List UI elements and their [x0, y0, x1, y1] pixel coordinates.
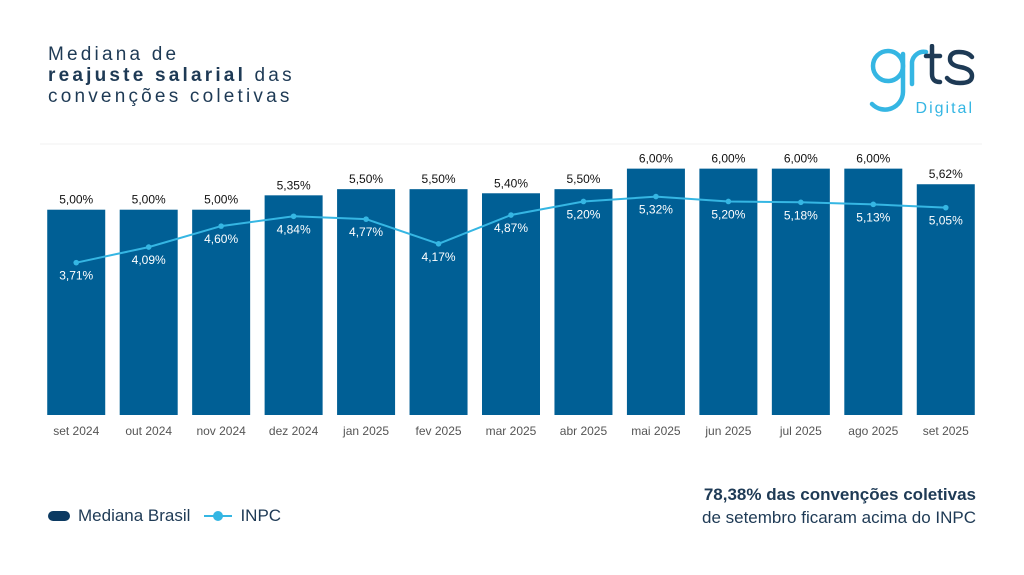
bar-value-label: 5,00% [132, 193, 166, 207]
bar-value-label: 6,00% [711, 152, 745, 166]
inpc-point [218, 223, 224, 229]
inpc-value-label: 5,20% [566, 207, 600, 221]
inpc-point [73, 259, 80, 266]
bar [916, 184, 975, 415]
grts-logo: Digital [866, 44, 976, 128]
inpc-point [580, 198, 587, 205]
bar-value-label: 5,00% [59, 193, 93, 207]
inpc-value-label: 5,20% [711, 207, 745, 221]
inpc-point [725, 198, 732, 205]
bar-value-label: 5,50% [566, 172, 600, 186]
x-tick-label: out 2024 [125, 424, 172, 438]
chart-title: Mediana de reajuste salarial das convenç… [48, 44, 295, 107]
inpc-point [798, 199, 804, 206]
logo-mark-icon [869, 44, 975, 112]
bar [771, 168, 830, 415]
bar-value-label: 5,40% [494, 176, 528, 190]
bar [844, 168, 903, 415]
inpc-point [942, 204, 949, 211]
footnote: 78,38% das convenções coletivas de setem… [702, 483, 976, 529]
x-tick-label: set 2024 [53, 424, 99, 438]
inpc-value-label: 5,13% [856, 210, 890, 224]
bar [626, 168, 685, 415]
x-tick-label: nov 2024 [196, 424, 246, 438]
inpc-value-label: 5,05% [929, 214, 963, 228]
footnote-line-2: de setembro ficaram acima do INPC [702, 508, 976, 527]
bar-value-label: 6,00% [856, 152, 890, 166]
inpc-point [290, 213, 297, 220]
x-tick-label: jun 2025 [704, 424, 751, 438]
title-line-1: Mediana de [48, 44, 180, 65]
bar-value-label: 5,35% [277, 178, 311, 192]
x-tick-label: mai 2025 [631, 424, 681, 438]
inpc-point [508, 212, 514, 218]
inpc-point [145, 244, 152, 250]
title-line-3: convenções coletivas [48, 86, 293, 107]
legend-bar-label: Mediana Brasil [78, 506, 191, 525]
x-tick-label: ago 2025 [848, 424, 898, 438]
inpc-value-label: 4,77% [349, 225, 383, 239]
bar [192, 209, 251, 415]
inpc-point [653, 193, 659, 200]
inpc-value-label: 4,87% [494, 221, 528, 235]
bar-value-label: 5,62% [929, 167, 963, 181]
title-line-2: reajuste salarial das [48, 65, 295, 86]
title-rest: das [246, 65, 295, 86]
inpc-value-label: 3,71% [59, 269, 93, 283]
x-tick-label: set 2025 [923, 424, 969, 438]
bar [699, 168, 758, 415]
x-tick-label: fev 2025 [416, 424, 462, 438]
inpc-value-label: 5,18% [784, 208, 818, 222]
legend-bar-swatch-icon [48, 511, 70, 521]
footnote-line-1: 78,38% das convenções coletivas [703, 485, 976, 504]
inpc-point [363, 216, 369, 222]
bar [47, 209, 106, 415]
bar [337, 189, 396, 415]
x-tick-label: abr 2025 [560, 424, 608, 438]
x-tick-label: mar 2025 [486, 424, 537, 438]
legend: Mediana Brasil INPC [48, 506, 281, 526]
bar-value-label: 5,50% [349, 172, 383, 186]
x-tick-label: jul 2025 [779, 424, 822, 438]
inpc-value-label: 5,32% [639, 203, 673, 217]
bar [409, 189, 468, 415]
bar-value-label: 6,00% [639, 152, 673, 166]
inpc-value-label: 4,09% [132, 253, 166, 267]
bar [482, 193, 540, 415]
bar [554, 189, 613, 415]
inpc-point [435, 240, 442, 247]
legend-line-swatch-icon [204, 511, 233, 521]
title-bold: reajuste salarial [48, 65, 247, 86]
legend-line-label: INPC [240, 506, 282, 525]
bar [264, 195, 323, 415]
bar-value-label: 6,00% [784, 152, 818, 166]
bar [119, 209, 178, 415]
inpc-value-label: 4,17% [422, 250, 456, 264]
bar-value-label: 5,50% [422, 172, 456, 186]
logo-subtitle: Digital [915, 100, 974, 117]
inpc-value-label: 4,84% [277, 222, 311, 236]
bar-value-label: 5,00% [204, 193, 238, 207]
x-tick-label: dez 2024 [269, 424, 319, 438]
inpc-point [870, 201, 877, 208]
x-tick-label: jan 2025 [342, 424, 389, 438]
inpc-value-label: 4,60% [204, 232, 238, 246]
